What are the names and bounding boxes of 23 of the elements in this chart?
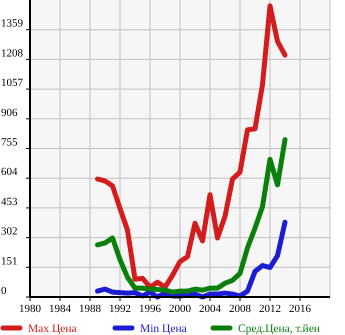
legend-label: Max Цена (28, 323, 77, 335)
y-tick-label: 1359 (1, 18, 24, 30)
y-tick-label: 302 (1, 226, 18, 238)
x-tick-label: 2004 (199, 303, 222, 315)
x-tick-label: 1984 (49, 303, 72, 315)
legend-label: Min Цена (140, 323, 187, 335)
y-tick-label: 906 (1, 106, 18, 119)
x-tick-label: 1988 (79, 303, 102, 315)
x-tick-label: 2000 (169, 303, 192, 315)
y-tick-label: 453 (1, 196, 18, 208)
x-tick-label: 2016 (289, 303, 312, 315)
y-tick-label: 604 (1, 166, 18, 178)
x-tick-label: 1992 (109, 303, 131, 315)
legend-label: Сред.Цена, т.йен (238, 323, 320, 335)
x-tick-label: 1996 (139, 303, 162, 315)
y-tick-label: 0 (1, 285, 7, 297)
x-tick-label: 1980 (19, 303, 42, 315)
y-tick-label: 151 (1, 255, 18, 268)
y-tick-label: 755 (1, 136, 18, 148)
y-tick-label: 1057 (1, 77, 24, 90)
x-tick-label: 2012 (259, 303, 281, 315)
x-tick-label: 2008 (229, 303, 252, 315)
y-tick-label: 1208 (1, 47, 24, 60)
